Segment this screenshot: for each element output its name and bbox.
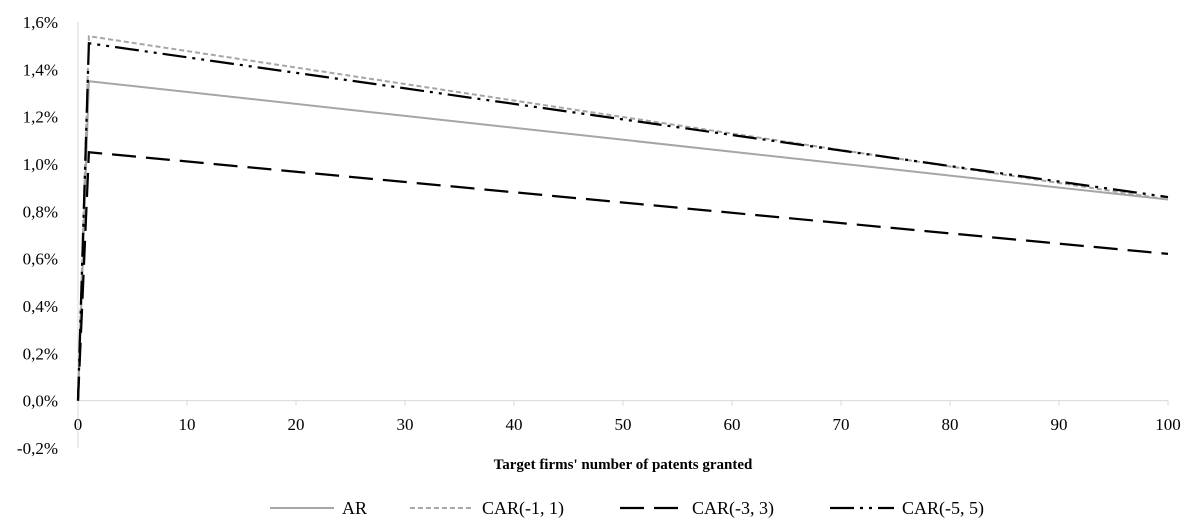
legend-label-3: CAR(-3, 3) [692,498,774,519]
tick-labels: 0 10 20 30 40 50 60 70 80 90 100 -0,2% 0,0% 0,2% 0,4% 0… [17,13,1181,458]
axes [77,22,1169,448]
y-tick-label: 1,6% [23,13,58,32]
y-tick-label: 1,4% [23,60,58,79]
x-tick-label: 40 [506,415,523,434]
legend-label-2: CAR(-1, 1) [482,498,564,519]
x-tick-label: 100 [1155,415,1181,434]
x-tick-label: 20 [288,415,305,434]
series-line-1 [77,80,1169,401]
x-tick-label: 50 [615,415,632,434]
y-tick-label: 0,6% [23,250,58,269]
x-tick-label: 30 [397,415,414,434]
series-line-2 [77,35,1169,401]
y-tick-label: 0,4% [23,297,58,316]
y-tick-label: -0,2% [17,439,58,458]
x-tick-label: 80 [942,415,959,434]
x-tick-label: 70 [833,415,850,434]
y-tick-label: 0,8% [23,202,58,221]
y-tick-label: 0,2% [23,344,58,363]
legend-label-1: AR [342,498,367,518]
series-layer [76,35,1169,401]
legend-label-4: CAR(-5, 5) [902,498,984,519]
series-line-4 [76,42,1169,401]
legend: AR CAR(-1, 1) CAR(-3, 3) CAR(-5, 5) [270,498,984,519]
y-tick-label: 0,0% [23,392,58,411]
x-axis-title: Target firms' number of patents granted [494,457,753,473]
series-line-3 [76,150,1169,401]
x-tick-label: 90 [1051,415,1068,434]
x-tick-label: 10 [179,415,196,434]
y-tick-label: 1,2% [23,108,58,127]
y-tick-label: 1,0% [23,155,58,174]
x-tick-label: 0 [74,415,83,434]
x-tick-label: 60 [724,415,741,434]
